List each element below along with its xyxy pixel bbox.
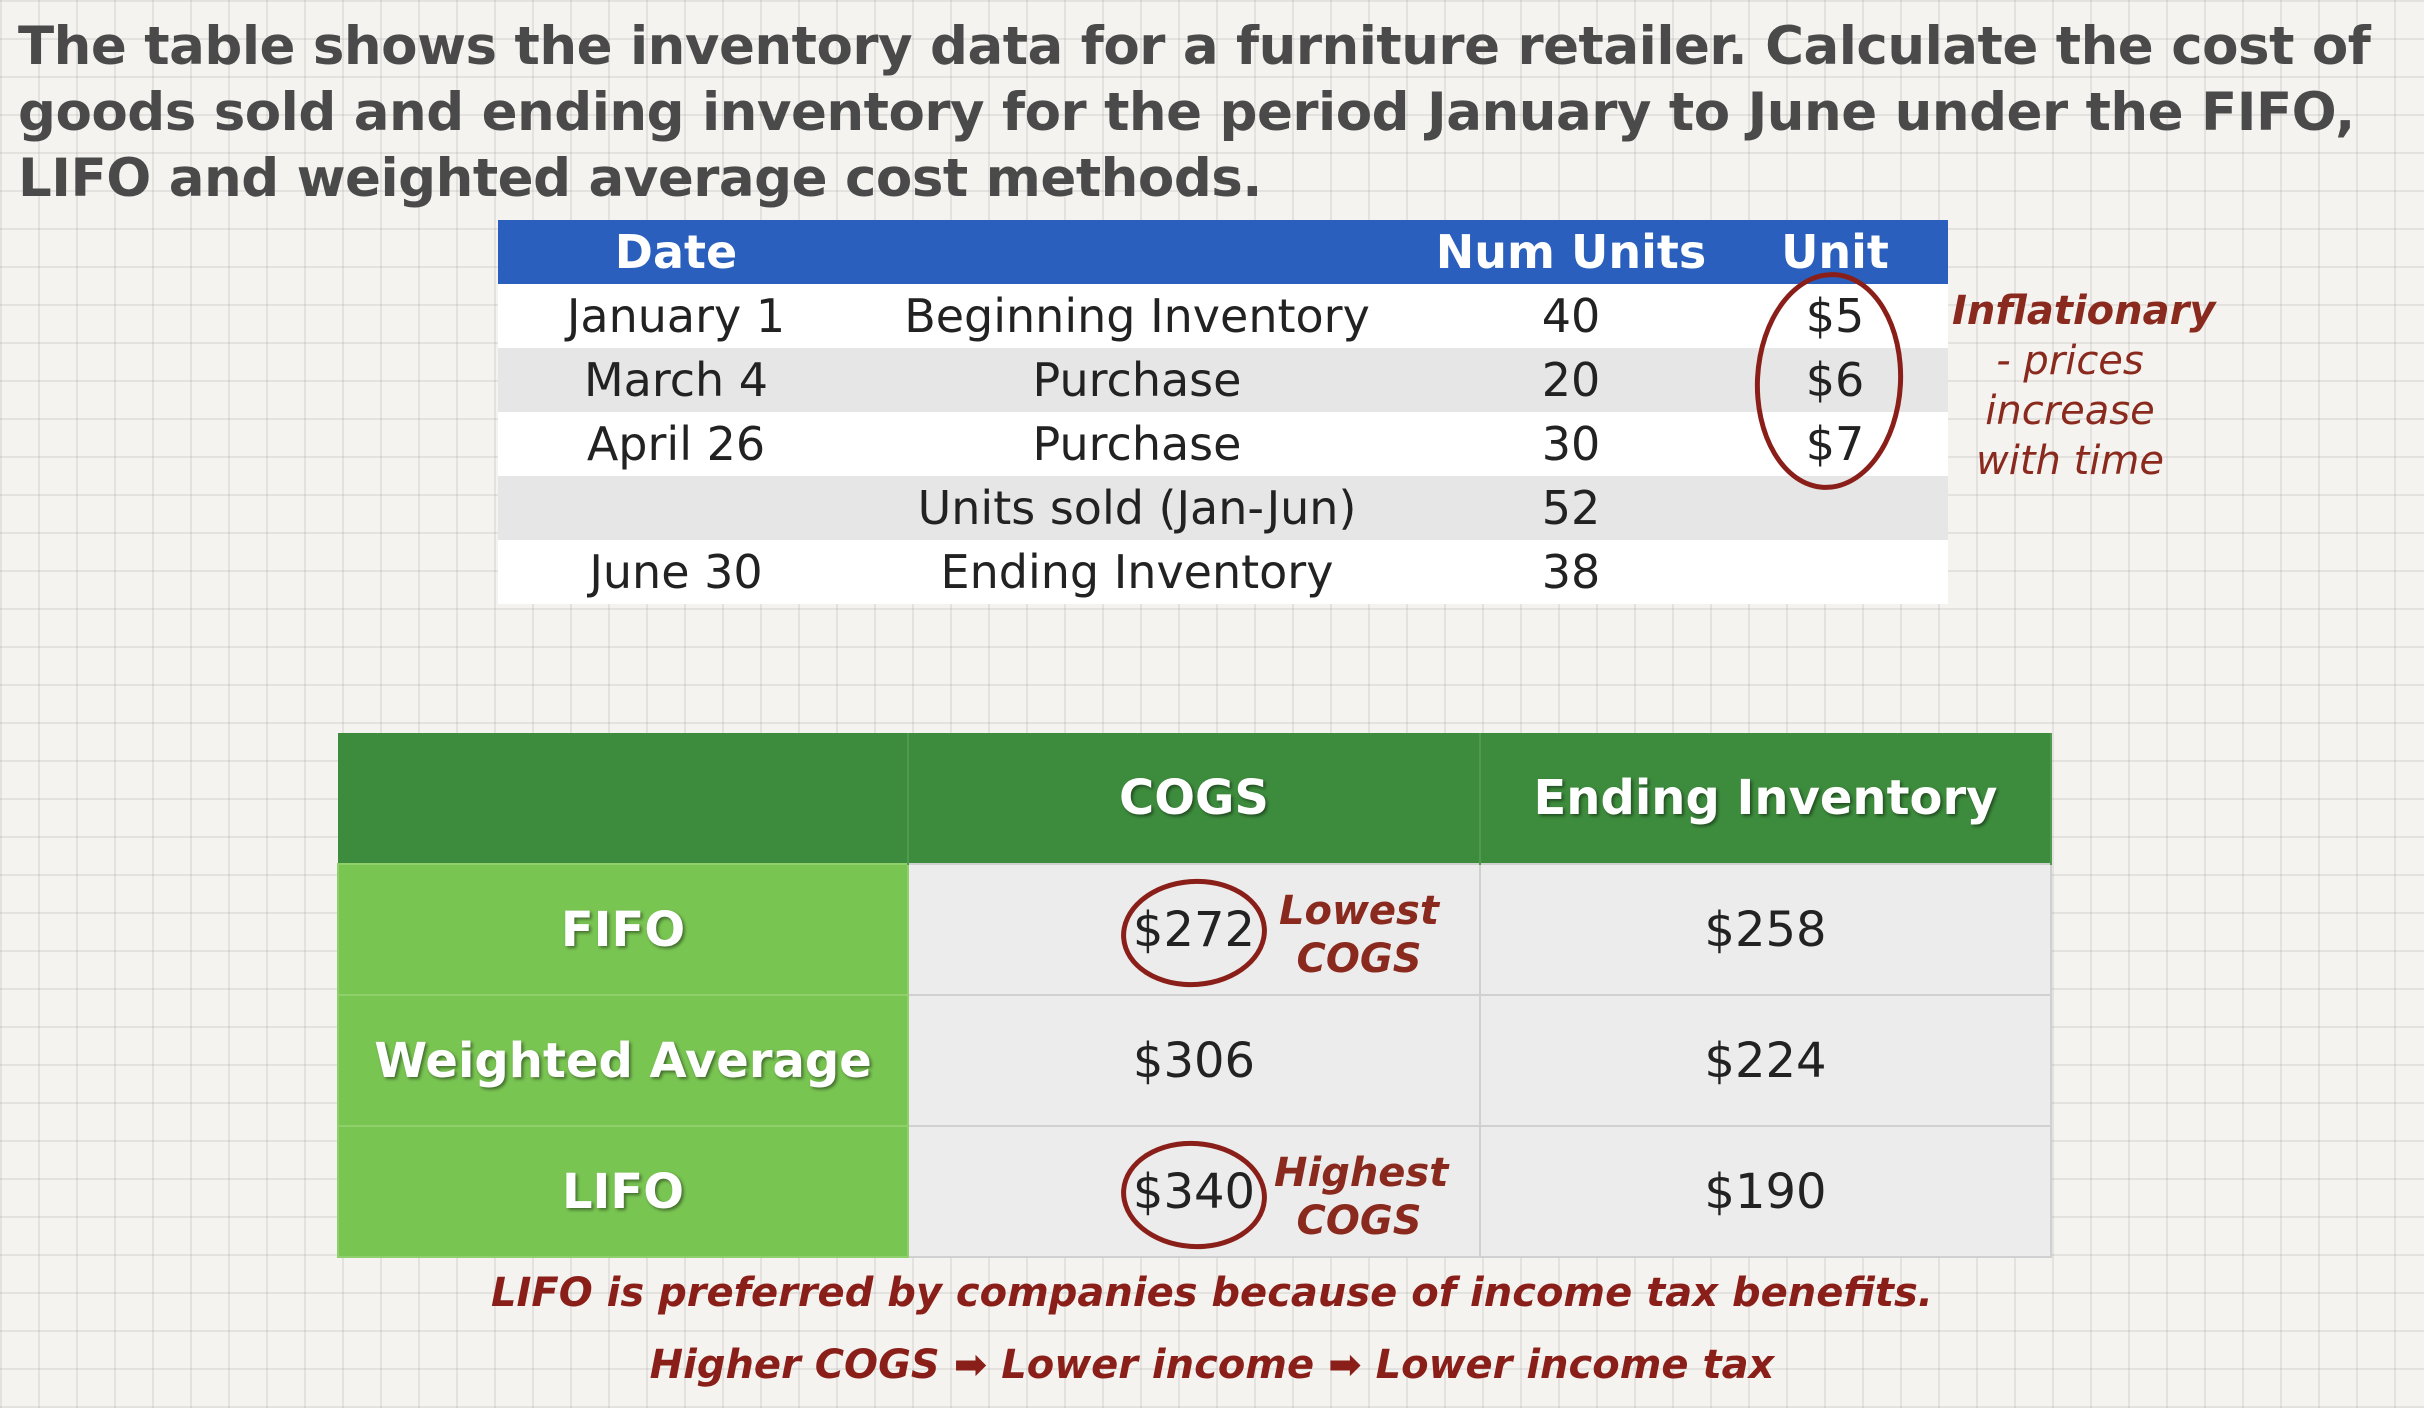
cell-num-units: 40 <box>1420 284 1722 348</box>
cell-unit-cost: $7 <box>1722 412 1948 476</box>
inflationary-note-line: - prices <box>1996 338 2144 384</box>
lifo-preference-note: LIFO is preferred by companies because o… <box>491 1270 1933 1316</box>
cell-description: Units sold (Jan-Jun) <box>854 476 1420 540</box>
table-row: April 26 Purchase 30 $7 <box>498 412 1948 476</box>
cogs-cell: $306 <box>907 994 1481 1127</box>
header-date: Date <box>498 220 854 284</box>
arrow-right-icon: ➡ <box>953 1342 988 1388</box>
inflationary-note: Inflationary - prices increase with time <box>1952 286 2216 486</box>
header-unit: Unit <box>1722 220 1948 284</box>
method-fifo: FIFO <box>337 863 909 996</box>
ending-inventory-cell: $224 <box>1479 994 2052 1127</box>
inflationary-note-line: with time <box>1976 438 2164 484</box>
tax-benefit-chain: Higher COGS ➡ Lower income ➡ Lower income ta… <box>0 1342 2424 1388</box>
cell-date: June 30 <box>498 540 854 604</box>
cogs-value: $340 <box>1132 1163 1256 1220</box>
table-row: Weighted Average $306 $224 <box>337 994 2052 1127</box>
cogs-cell: $340 Highest COGS <box>907 1125 1481 1258</box>
cell-num-units: 30 <box>1420 412 1722 476</box>
method-lifo: LIFO <box>337 1125 909 1258</box>
cell-unit-cost <box>1722 476 1948 540</box>
table-row: March 4 Purchase 20 $6 <box>498 348 1948 412</box>
header-cogs: COGS <box>908 733 1481 864</box>
ending-inventory-cell: $190 <box>1479 1125 2052 1258</box>
cell-num-units: 52 <box>1420 476 1722 540</box>
header-num-units: Num Units <box>1420 220 1722 284</box>
cell-unit-cost: $5 <box>1722 284 1948 348</box>
header-description <box>854 220 1420 284</box>
tax-chain-step: Lower income tax <box>1375 1342 1775 1388</box>
table-row: LIFO $340 Highest COGS $190 <box>337 1125 2052 1258</box>
cell-date: January 1 <box>498 284 854 348</box>
inflationary-note-title: Inflationary <box>1952 288 2216 334</box>
table-row: June 30 Ending Inventory 38 <box>498 540 1948 604</box>
method-weighted-average: Weighted Average <box>337 994 909 1127</box>
inventory-table: Date Num Units Unit January 1 Beginning … <box>498 220 1948 604</box>
question-text: The table shows the inventory data for a… <box>18 16 2371 209</box>
inflationary-note-line: increase <box>1985 388 2155 434</box>
cell-num-units: 20 <box>1420 348 1722 412</box>
highest-cogs-note: Highest COGS <box>1274 1149 1449 1245</box>
cell-num-units: 38 <box>1420 540 1722 604</box>
header-ending-inventory: Ending Inventory <box>1480 733 2052 864</box>
cell-description: Beginning Inventory <box>854 284 1420 348</box>
cogs-value: $272 <box>1132 901 1256 958</box>
cogs-note-line: COGS <box>1296 936 1422 982</box>
cell-unit-cost: $6 <box>1722 348 1948 412</box>
cogs-note-line: Lowest <box>1279 888 1439 934</box>
cell-date <box>498 476 854 540</box>
cell-unit-cost <box>1722 540 1948 604</box>
comparison-header-row: COGS Ending Inventory <box>338 733 2052 864</box>
cell-description: Purchase <box>854 412 1420 476</box>
cogs-note-line: Highest <box>1274 1150 1449 1196</box>
cell-date: March 4 <box>498 348 854 412</box>
ending-inventory-cell: $258 <box>1479 863 2052 996</box>
cell-date: April 26 <box>498 412 854 476</box>
cogs-note-line: COGS <box>1296 1198 1422 1244</box>
arrow-right-icon: ➡ <box>1328 1342 1362 1388</box>
header-method <box>338 733 909 864</box>
inventory-header-row: Date Num Units Unit <box>498 220 1948 284</box>
cogs-cell: $272 Lowest COGS <box>907 863 1481 996</box>
lowest-cogs-note: Lowest COGS <box>1274 887 1444 983</box>
table-row: FIFO $272 Lowest COGS $258 <box>337 863 2052 996</box>
tax-chain-step: Higher COGS <box>649 1342 940 1388</box>
cost-method-comparison-table: COGS Ending Inventory FIFO $272 Lowest C… <box>337 733 2052 1258</box>
table-row: Units sold (Jan-Jun) 52 <box>498 476 1948 540</box>
table-row: January 1 Beginning Inventory 40 $5 <box>498 284 1948 348</box>
tax-chain-step: Lower income <box>1001 1342 1315 1388</box>
cell-description: Ending Inventory <box>854 540 1420 604</box>
cell-description: Purchase <box>854 348 1420 412</box>
